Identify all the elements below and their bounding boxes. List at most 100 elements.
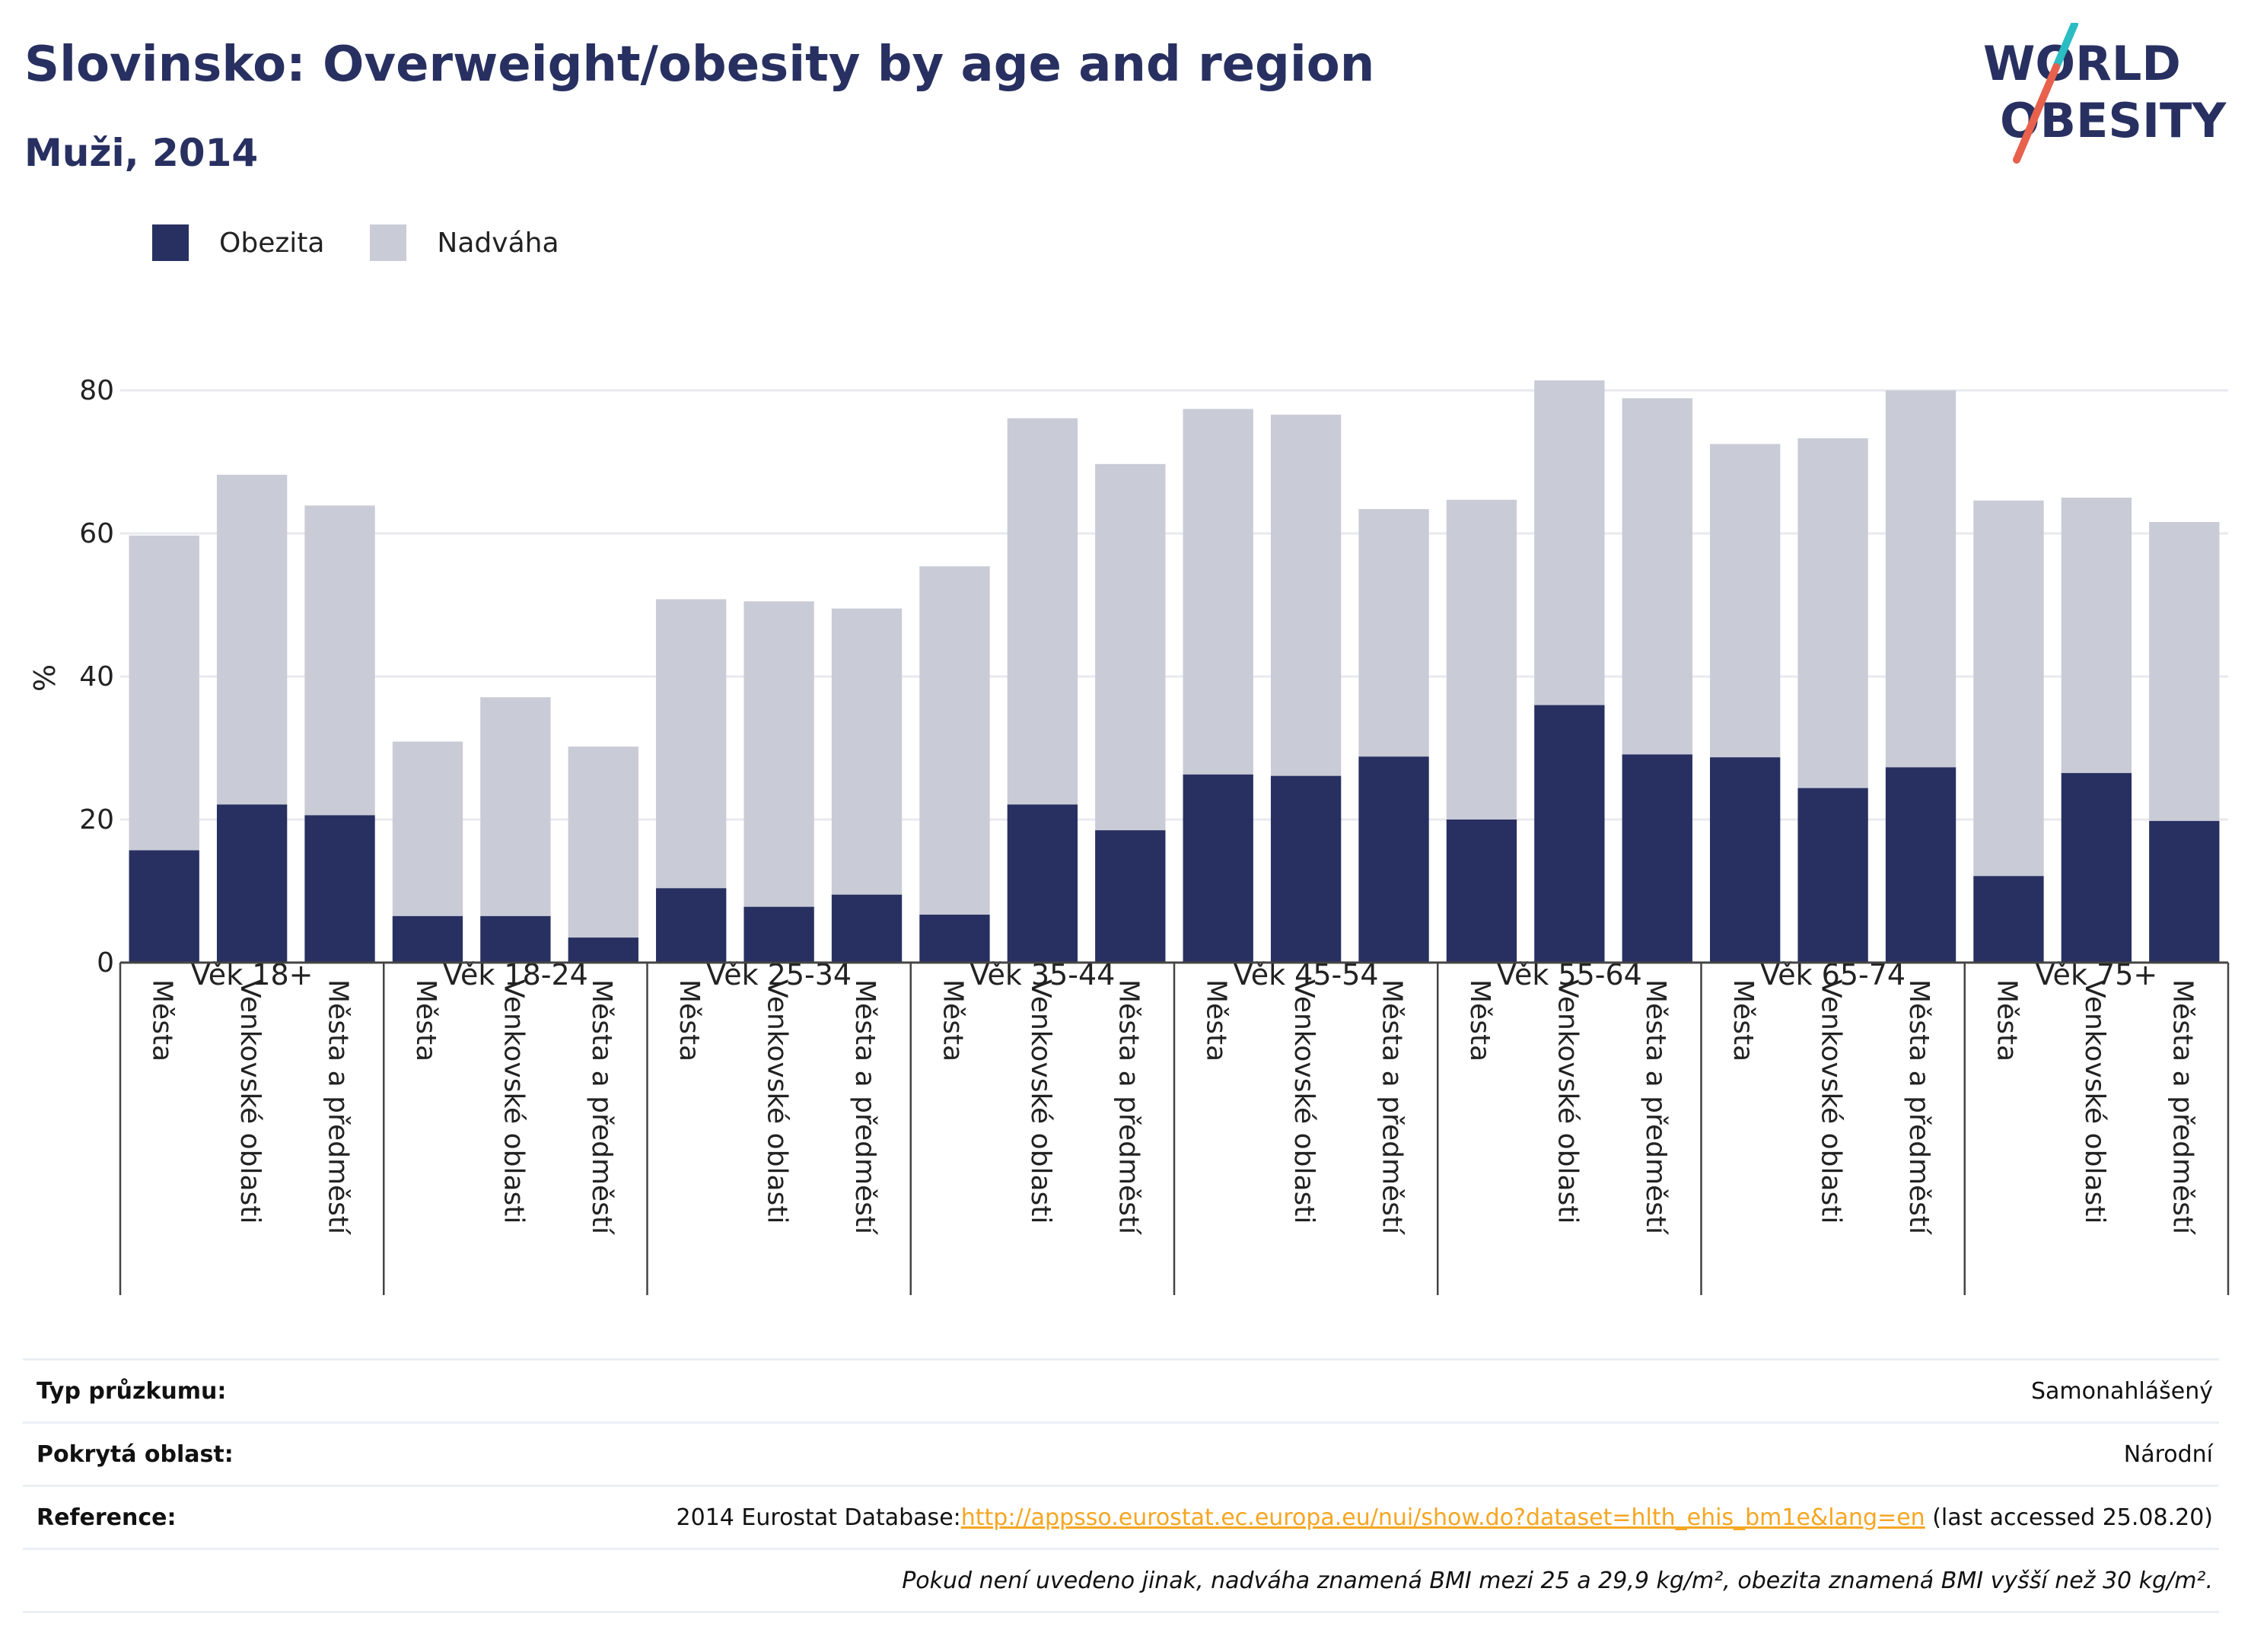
y-tick-label-60: 60	[79, 518, 114, 549]
bar-obezita-11	[1095, 830, 1166, 963]
reference-suffix: (last accessed 25.08.20)	[1925, 1504, 2213, 1531]
bar-nadvaha-2	[304, 505, 375, 816]
meta-row-survey-type: Typ průzkumu: Samonahlášený	[23, 1358, 2219, 1421]
meta-label-survey-type: Typ průzkumu:	[37, 1377, 227, 1405]
chart-legend: Obezita Nadváha	[152, 224, 605, 261]
bar-nadvaha-13	[1270, 414, 1342, 776]
x-tick-label-16: Venkovské oblasti	[1552, 979, 1583, 1224]
bar-nadvaha-22	[2061, 498, 2132, 773]
bar-nadvaha-7	[743, 601, 814, 907]
reference-prefix: 2014 Eurostat Database:	[676, 1504, 961, 1531]
bar-nadvaha-23	[2149, 521, 2220, 821]
meta-row-coverage: Pokrytá oblast: Národní	[23, 1421, 2219, 1485]
bar-nadvaha-10	[1007, 418, 1078, 805]
bar-nadvaha-20	[1885, 390, 1956, 768]
y-tick-label-0: 0	[97, 947, 114, 979]
x-tick-label-13: Venkovské oblasti	[1288, 979, 1320, 1224]
bar-obezita-21	[1973, 876, 2044, 963]
bar-nadvaha-12	[1183, 409, 1253, 775]
x-tick-label-7: Venkovské oblasti	[762, 979, 793, 1224]
bar-nadvaha-6	[656, 599, 727, 889]
bar-obezita-12	[1183, 774, 1253, 963]
x-tick-label-23: Města a předměstí	[2167, 979, 2198, 1235]
legend-item-nadvaha[interactable]: Nadváha	[370, 224, 559, 261]
meta-row-note: Pokud není uvedeno jinak, nadváha znamen…	[23, 1548, 2219, 1613]
x-tick-label-15: Města	[1464, 979, 1495, 1062]
x-tick-label-9: Města	[937, 979, 968, 1062]
bar-obezita-17	[1622, 754, 1692, 963]
bar-obezita-9	[919, 915, 990, 963]
meta-label-coverage: Pokrytá oblast:	[37, 1440, 234, 1468]
x-tick-label-10: Venkovské oblasti	[1025, 979, 1056, 1224]
legend-swatch-nadvaha	[370, 224, 407, 261]
bar-obezita-1	[216, 804, 288, 963]
legend-item-obezita[interactable]: Obezita	[152, 224, 324, 261]
y-tick-label-20: 20	[79, 804, 114, 836]
logo-stroke-teal	[2052, 23, 2078, 71]
meta-value-coverage: Národní	[2123, 1440, 2213, 1468]
bar-nadvaha-3	[392, 741, 463, 916]
world-obesity-logo: WORLD OBESITY	[1983, 23, 2227, 164]
x-tick-label-0: Města	[147, 979, 178, 1062]
bar-nadvaha-17	[1622, 398, 1692, 755]
bar-nadvaha-18	[1710, 444, 1781, 758]
legend-label-obezita: Obezita	[219, 227, 325, 259]
x-tick-label-11: Města a předměstí	[1113, 979, 1144, 1235]
bar-obezita-6	[656, 888, 727, 963]
bar-obezita-5	[568, 937, 638, 963]
bar-nadvaha-8	[831, 608, 903, 895]
bar-obezita-20	[1885, 767, 1956, 963]
bar-nadvaha-16	[1534, 380, 1605, 705]
logo-line-1: WORLD	[1983, 36, 2181, 91]
bar-obezita-10	[1007, 804, 1078, 963]
x-tick-label-8: Města a předměstí	[849, 979, 880, 1235]
bar-obezita-0	[129, 850, 199, 963]
y-axis-label: %	[28, 664, 62, 692]
bar-nadvaha-1	[216, 474, 288, 805]
bar-nadvaha-9	[919, 566, 990, 915]
meta-value-survey-type: Samonahlášený	[2031, 1377, 2213, 1405]
x-tick-label-22: Venkovské oblasti	[2079, 979, 2110, 1224]
bar-chart: 0 20 40 60 80% Města Venkovské oblasti Města a …	[28, 375, 2230, 1295]
bar-nadvaha-15	[1446, 499, 1517, 820]
bar-obezita-7	[743, 906, 814, 963]
x-tick-label-2: Města a předměstí	[323, 979, 354, 1235]
bar-nadvaha-0	[129, 535, 199, 851]
bar-obezita-15	[1446, 820, 1517, 963]
y-tick-label-40: 40	[79, 661, 114, 692]
meta-value-reference: 2014 Eurostat Database:http://appsso.eur…	[677, 1504, 2219, 1531]
x-tick-label-21: Města	[1991, 979, 2022, 1062]
definition-note: Pokud není uvedeno jinak, nadváha znamen…	[902, 1567, 2213, 1594]
x-tick-label-12: Města	[1201, 979, 1232, 1062]
bar-obezita-18	[1710, 757, 1781, 963]
bar-obezita-19	[1797, 788, 1868, 963]
bar-nadvaha-21	[1973, 500, 2044, 877]
x-tick-label-17: Města a předměstí	[1640, 979, 1671, 1235]
legend-swatch-obezita	[152, 224, 189, 261]
reference-link[interactable]: http://appsso.eurostat.ec.europa.eu/nui/…	[960, 1504, 1925, 1531]
x-tick-label-6: Města	[673, 979, 705, 1062]
bar-obezita-3	[392, 915, 463, 963]
bar-obezita-22	[2061, 772, 2132, 963]
bar-nadvaha-4	[480, 697, 551, 916]
bar-obezita-2	[304, 815, 375, 963]
bar-nadvaha-19	[1797, 438, 1868, 788]
bar-obezita-14	[1358, 756, 1429, 963]
bar-obezita-23	[2149, 820, 2220, 963]
x-tick-label-18: Města	[1727, 979, 1759, 1062]
x-tick-label-5: Města a předměstí	[586, 979, 617, 1235]
bar-nadvaha-14	[1358, 509, 1429, 757]
bar-nadvaha-5	[568, 746, 638, 938]
bar-obezita-4	[480, 915, 551, 963]
page-title: Slovinsko: Overweight/obesity by age and…	[24, 37, 1375, 93]
y-tick-label-80: 80	[79, 375, 114, 406]
x-tick-label-19: Venkovské oblasti	[1816, 979, 1847, 1224]
bar-obezita-8	[831, 894, 903, 963]
x-tick-label-1: Venkovské oblasti	[234, 979, 266, 1224]
metadata-table: Typ průzkumu: Samonahlášený Pokrytá obla…	[23, 1358, 2219, 1613]
x-tick-label-14: Města a předměstí	[1377, 979, 1408, 1235]
x-tick-label-4: Venkovské oblasti	[498, 979, 529, 1224]
bar-obezita-16	[1534, 705, 1605, 963]
meta-label-reference: Reference:	[37, 1504, 177, 1531]
bar-nadvaha-11	[1095, 463, 1166, 831]
